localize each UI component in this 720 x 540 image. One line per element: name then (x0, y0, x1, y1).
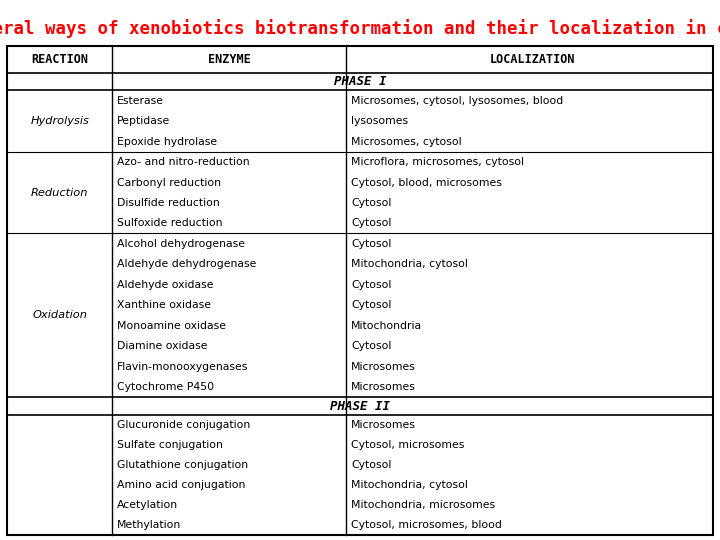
Text: Cytosol: Cytosol (351, 218, 392, 228)
Text: Glutathione conjugation: Glutathione conjugation (117, 460, 248, 470)
Text: Microsomes, cytosol: Microsomes, cytosol (351, 137, 462, 147)
Text: ENZYME: ENZYME (207, 53, 251, 66)
Text: Xanthine oxidase: Xanthine oxidase (117, 300, 212, 310)
Text: Peptidase: Peptidase (117, 116, 171, 126)
Text: Microflora, microsomes, cytosol: Microflora, microsomes, cytosol (351, 157, 524, 167)
Text: Monoamine oxidase: Monoamine oxidase (117, 321, 226, 330)
Text: Cytosol, microsomes: Cytosol, microsomes (351, 440, 464, 450)
Text: Cytosol: Cytosol (351, 239, 392, 248)
Text: Microsomes: Microsomes (351, 362, 416, 372)
Text: Sulfate conjugation: Sulfate conjugation (117, 440, 223, 450)
Text: lysosomes: lysosomes (351, 116, 408, 126)
Text: Aldehyde oxidase: Aldehyde oxidase (117, 280, 214, 289)
Text: Esterase: Esterase (117, 96, 164, 106)
Text: Cytosol, blood, microsomes: Cytosol, blood, microsomes (351, 178, 503, 187)
Text: Sulfoxide reduction: Sulfoxide reduction (117, 218, 223, 228)
Text: Mitochondria: Mitochondria (351, 321, 423, 330)
Text: Oxidation: Oxidation (32, 310, 87, 320)
Text: Cytosol: Cytosol (351, 460, 392, 470)
Text: Cytochrome P450: Cytochrome P450 (117, 382, 215, 392)
Text: Cytosol: Cytosol (351, 300, 392, 310)
Text: Aldehyde dehydrogenase: Aldehyde dehydrogenase (117, 259, 257, 269)
Text: Carbonyl reduction: Carbonyl reduction (117, 178, 221, 187)
Text: PHASE I: PHASE I (334, 75, 386, 88)
Text: Diamine oxidase: Diamine oxidase (117, 341, 208, 351)
Text: General ways of xenobiotics biotransformation and their localization in cell: General ways of xenobiotics biotransform… (0, 19, 720, 38)
Text: Reduction: Reduction (31, 188, 89, 198)
Text: Cytosol: Cytosol (351, 280, 392, 289)
Text: Microsomes: Microsomes (351, 382, 416, 392)
Text: LOCALIZATION: LOCALIZATION (490, 53, 575, 66)
Text: PHASE II: PHASE II (330, 400, 390, 413)
Text: Alcohol dehydrogenase: Alcohol dehydrogenase (117, 239, 246, 248)
Text: Microsomes: Microsomes (351, 420, 416, 430)
Text: Epoxide hydrolase: Epoxide hydrolase (117, 137, 217, 147)
Text: Cytosol: Cytosol (351, 198, 392, 208)
Text: Mitochondria, cytosol: Mitochondria, cytosol (351, 480, 468, 490)
Text: Mitochondria, cytosol: Mitochondria, cytosol (351, 259, 468, 269)
Text: Microsomes, cytosol, lysosomes, blood: Microsomes, cytosol, lysosomes, blood (351, 96, 564, 106)
Text: Azo- and nitro-reduction: Azo- and nitro-reduction (117, 157, 250, 167)
Text: Flavin-monooxygenases: Flavin-monooxygenases (117, 362, 248, 372)
Text: Cytosol, microsomes, blood: Cytosol, microsomes, blood (351, 519, 503, 530)
Text: Disulfide reduction: Disulfide reduction (117, 198, 220, 208)
Text: Glucuronide conjugation: Glucuronide conjugation (117, 420, 251, 430)
Text: Hydrolysis: Hydrolysis (30, 116, 89, 126)
Text: Methylation: Methylation (117, 519, 181, 530)
Text: Amino acid conjugation: Amino acid conjugation (117, 480, 246, 490)
Text: Cytosol: Cytosol (351, 341, 392, 351)
Text: Mitochondria, microsomes: Mitochondria, microsomes (351, 500, 495, 510)
Text: Acetylation: Acetylation (117, 500, 179, 510)
Text: REACTION: REACTION (31, 53, 89, 66)
